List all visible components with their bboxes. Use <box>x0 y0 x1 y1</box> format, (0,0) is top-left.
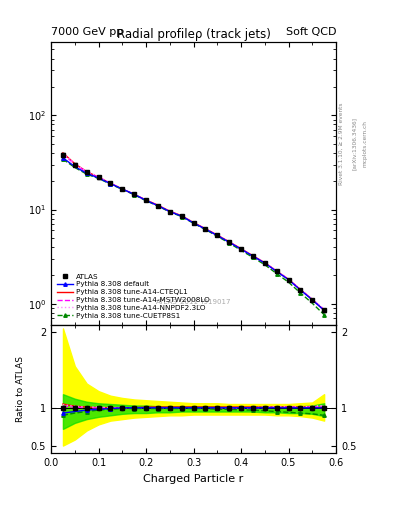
Text: 7000 GeV pp: 7000 GeV pp <box>51 27 123 37</box>
X-axis label: Charged Particle r: Charged Particle r <box>143 474 244 483</box>
Text: Rivet 3.1.10, ≥ 2.9M events: Rivet 3.1.10, ≥ 2.9M events <box>339 102 344 185</box>
Legend: ATLAS, Pythia 8.308 default, Pythia 8.308 tune-A14-CTEQL1, Pythia 8.308 tune-A14: ATLAS, Pythia 8.308 default, Pythia 8.30… <box>55 271 211 321</box>
Text: mcplots.cern.ch: mcplots.cern.ch <box>362 120 367 167</box>
Title: Radial profileρ (track jets): Radial profileρ (track jets) <box>117 28 270 41</box>
Text: ATLAS_2011_I919017: ATLAS_2011_I919017 <box>156 298 231 305</box>
Text: [arXiv:1306.3436]: [arXiv:1306.3436] <box>352 117 357 170</box>
Text: Soft QCD: Soft QCD <box>286 27 336 37</box>
Y-axis label: Ratio to ATLAS: Ratio to ATLAS <box>16 356 25 422</box>
